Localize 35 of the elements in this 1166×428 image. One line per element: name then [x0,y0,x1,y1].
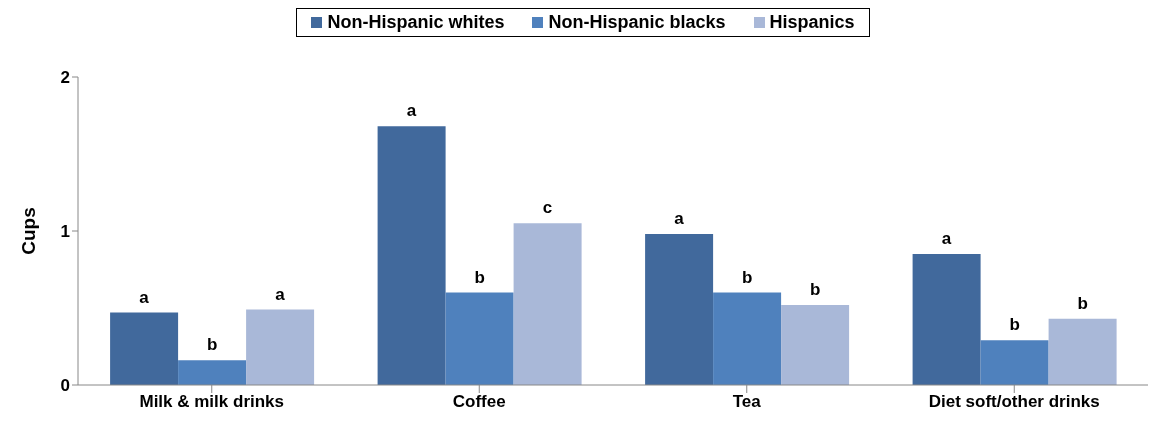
bar [713,292,782,385]
legend-label: Non-Hispanic blacks [547,12,726,33]
bar [1048,318,1117,385]
bar [513,223,582,385]
data-label: a [275,284,286,304]
y-tick-label: 2 [60,68,70,88]
bar [912,254,981,385]
legend-label: Hispanics [768,12,855,33]
legend-label: Non-Hispanic whites [326,12,505,33]
data-label: a [674,209,685,229]
data-label: b [809,279,821,299]
data-label: b [206,335,218,355]
x-tick-label: Coffee [452,392,506,412]
data-label: a [941,229,952,249]
bar [178,360,247,385]
data-label: a [139,287,150,307]
data-label: b [474,267,485,287]
bar [246,309,315,385]
x-tick-label: Diet soft/other drinks [928,392,1100,412]
bar [645,234,714,385]
data-label: b [1009,315,1020,335]
bar [980,340,1049,385]
y-tick-label: 0 [60,376,70,396]
x-tick-label: Milk & milk drinks [139,392,285,412]
data-label: b [741,267,753,287]
data-label: b [1077,293,1088,313]
bar [377,126,446,385]
data-label: a [406,101,417,121]
x-tick-label: Tea [732,392,762,412]
bar [445,292,514,385]
y-tick-label: 1 [60,222,70,242]
data-label: c [542,198,553,218]
y-axis-title: Cups [17,207,39,255]
bar [110,312,179,385]
bar [781,304,850,385]
